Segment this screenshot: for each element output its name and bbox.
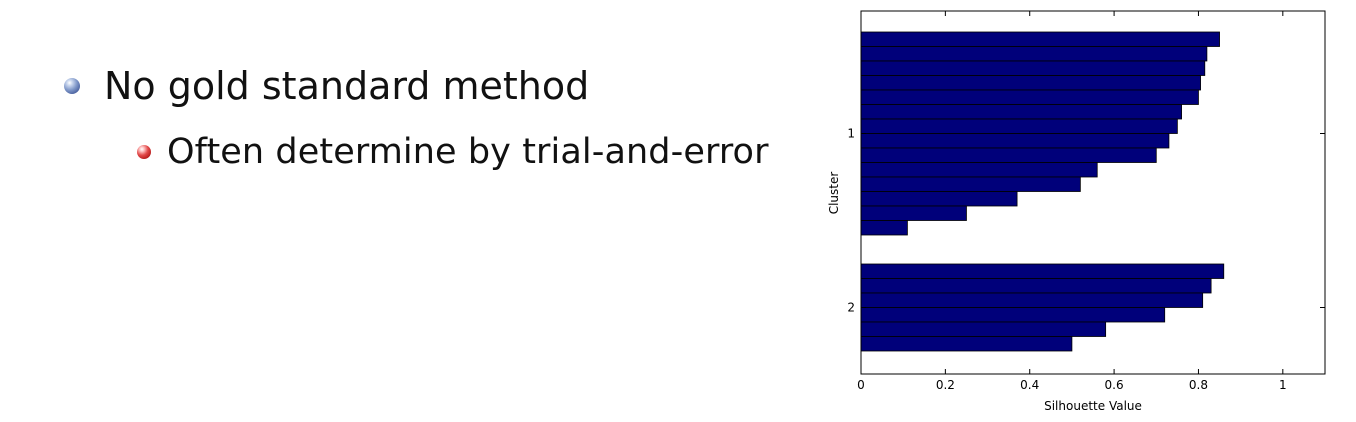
silhouette-bar (860, 118, 1178, 134)
x-tick-label: 0.2 (936, 378, 955, 392)
silhouette-bar (860, 162, 1098, 178)
silhouette-plot: 0 0.2 0.4 0.6 0.8 1 12 Silhouette Value Clust… (827, 10, 1326, 413)
y-axis-label: Cluster (827, 172, 841, 215)
silhouette-bar (860, 46, 1208, 62)
bullet-level-1: No gold standard method (64, 60, 589, 112)
silhouette-bar (860, 31, 1220, 47)
silhouette-bar (860, 60, 1206, 76)
silhouette-bar (860, 89, 1199, 105)
silhouette-bar (860, 292, 1204, 308)
plot-frame (860, 10, 1326, 375)
sub-bullet-text: Often determine by trial-and-error (167, 132, 769, 172)
silhouette-bar (860, 307, 1166, 323)
silhouette-bar (860, 321, 1107, 337)
y-axis: 12 (847, 127, 1325, 315)
silhouette-bar (860, 336, 1073, 352)
silhouette-bar (860, 205, 967, 221)
red-sphere-bullet-icon (137, 145, 151, 159)
x-axis: 0 0.2 0.4 0.6 0.8 1 (857, 11, 1287, 392)
silhouette-bar (860, 147, 1157, 163)
y-tick-label: 1 (847, 127, 855, 141)
y-tick-label: 2 (847, 301, 855, 315)
x-tick-label: 0.8 (1189, 378, 1208, 392)
silhouette-bar (860, 220, 908, 236)
x-tick-label: 0.6 (1105, 378, 1124, 392)
bars-layer (860, 31, 1225, 352)
silhouette-bar (860, 104, 1182, 120)
blue-sphere-bullet-icon (64, 78, 80, 94)
silhouette-bar (860, 263, 1225, 279)
x-tick-label: 0 (857, 378, 865, 392)
bullet-level-2: Often determine by trial-and-error (137, 128, 769, 176)
silhouette-bar (860, 191, 1018, 207)
bullet-text: No gold standard method (104, 64, 590, 108)
silhouette-bar (860, 75, 1201, 91)
x-tick-label: 0.4 (1020, 378, 1039, 392)
silhouette-bar (860, 278, 1212, 294)
slide-bullets: No gold standard method Often determine … (64, 60, 769, 176)
silhouette-bar (860, 133, 1170, 149)
silhouette-bar (860, 176, 1081, 192)
x-axis-label: Silhouette Value (1044, 399, 1142, 413)
x-tick-label: 1 (1279, 378, 1287, 392)
